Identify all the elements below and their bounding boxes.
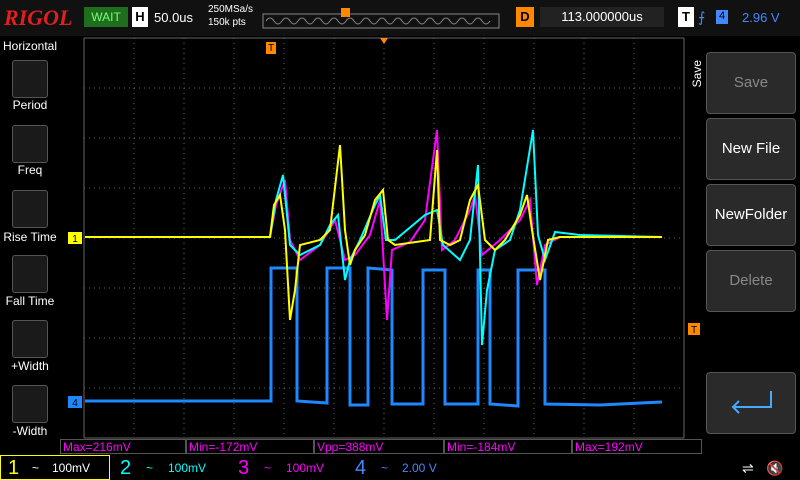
sample-rate: 250MSa/s — [208, 4, 254, 15]
return-button[interactable] — [706, 372, 796, 434]
coupling: ~ — [264, 461, 272, 475]
icon[interactable] — [12, 190, 48, 228]
menu-item[interactable]: Freq — [17, 163, 43, 177]
delay: 113.000000us — [540, 7, 664, 27]
ch4-marker-label: 4 — [72, 398, 78, 409]
menu-item[interactable]: -Width — [12, 424, 48, 438]
trigger-source: 4 — [716, 10, 728, 24]
memory-bar — [262, 8, 500, 29]
channel-number[interactable]: 4 — [355, 457, 367, 479]
brand: RIGOL — [4, 5, 73, 30]
ch3-trace — [85, 129, 662, 321]
trigger-level: 2.96 V — [742, 10, 780, 25]
coupling: ~ — [381, 461, 389, 475]
timebase-label: H — [132, 7, 148, 27]
measurement: Min=-184mV — [444, 439, 572, 454]
trigger-pos-label: T — [268, 43, 274, 54]
icon[interactable] — [12, 60, 48, 98]
trigger-pos — [341, 8, 350, 17]
menu-title: Horizontal — [2, 39, 58, 53]
coupling: ~ — [146, 461, 154, 475]
menu-button[interactable]: NewFolder — [706, 184, 796, 246]
bar-wave — [265, 17, 491, 25]
trigger-label: T — [678, 7, 694, 27]
ch4-trace — [85, 266, 663, 408]
sound-icon: 🔇 — [766, 460, 784, 476]
usb-icon: ⇌ — [742, 460, 754, 476]
icon[interactable] — [12, 385, 48, 423]
measurement: Max=216mV — [60, 439, 186, 454]
ch2-trace — [85, 129, 663, 346]
measurement: Vpp=388mV — [314, 439, 444, 454]
ch1-marker-label: 1 — [72, 234, 78, 245]
trigger-edge: ⨍ — [698, 9, 706, 25]
ch1-marker — [68, 232, 82, 244]
channel-scale: 100mV — [52, 461, 91, 475]
menu-item[interactable]: Period — [12, 98, 48, 112]
trigger-level-marker — [688, 323, 700, 335]
delay-label: D — [516, 7, 534, 27]
trigger-pos-marker — [266, 42, 276, 54]
measurement: Min=-172mV — [186, 439, 314, 454]
coupling: ~ — [32, 461, 40, 475]
return-icon — [731, 391, 772, 414]
menu-title: Save — [690, 60, 704, 88]
bar-frame — [262, 13, 500, 29]
menu-button[interactable]: New File — [706, 118, 796, 180]
icon[interactable] — [12, 125, 48, 163]
menu-item[interactable]: Rise Time — [3, 230, 57, 244]
menu-button[interactable]: Save — [706, 52, 796, 114]
ch4-marker — [68, 396, 82, 408]
menu-button[interactable]: Delete — [706, 250, 796, 312]
trigger-level-label: T — [691, 325, 697, 336]
menu-item[interactable]: +Width — [11, 359, 49, 373]
center-marker — [380, 38, 388, 44]
run-status: WAIT — [84, 7, 128, 27]
channel-scale: 2.00 V — [402, 461, 437, 475]
ch1-trace — [85, 144, 662, 321]
measurement: Max=192mV — [572, 439, 702, 454]
channel-number[interactable]: 3 — [238, 457, 250, 479]
channel-number: 1 — [8, 457, 20, 479]
channel-number[interactable]: 2 — [120, 457, 132, 479]
channel-scale: 100mV — [168, 461, 207, 475]
menu-item[interactable]: Fall Time — [5, 294, 55, 308]
memory-depth: 150k pts — [208, 17, 246, 28]
channel-scale: 100mV — [286, 461, 325, 475]
icon[interactable] — [12, 255, 48, 293]
timebase: 50.0us — [154, 10, 194, 25]
icon[interactable] — [12, 320, 48, 358]
